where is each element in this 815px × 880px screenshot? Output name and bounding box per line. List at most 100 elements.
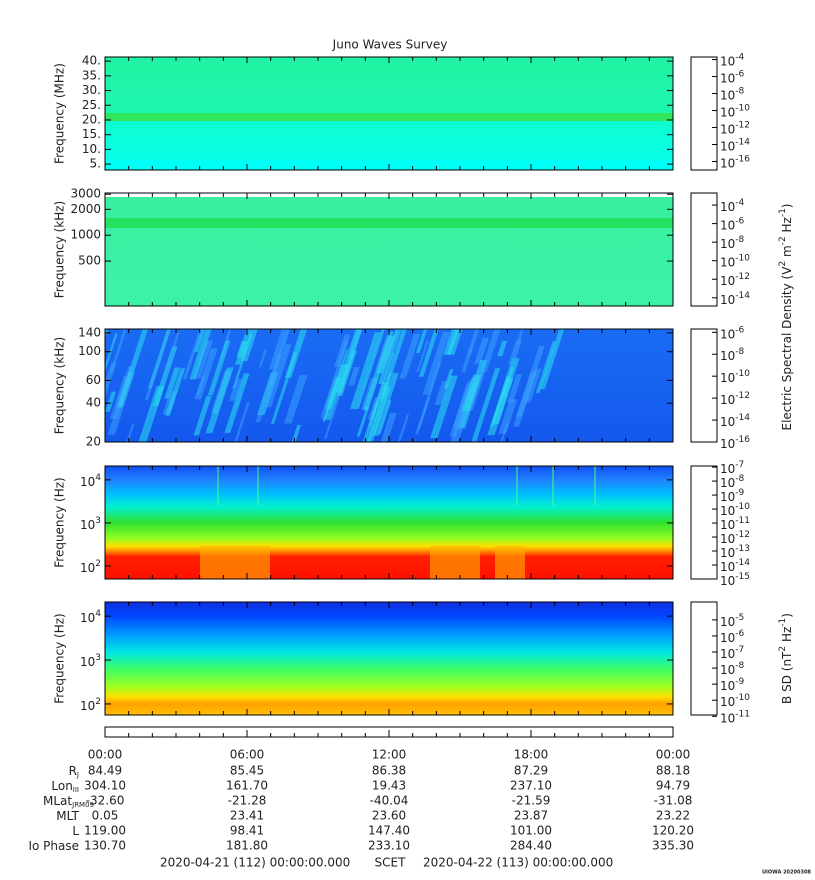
colorbar-tick-label-part: 10 — [720, 139, 735, 153]
time-label: 12:00 — [372, 748, 407, 762]
colorbar-tick-label-part: -8 — [735, 661, 744, 671]
texture-streak — [397, 414, 410, 442]
texture-streak — [515, 346, 545, 418]
colorbar-tick-label-part: 10 — [720, 274, 735, 288]
colorbar-label-part: B SD (nT — [780, 651, 794, 704]
texture-streak — [70, 346, 102, 431]
colorbar-tick-label-part: -6 — [735, 628, 744, 638]
y-tick-label: 104 — [80, 472, 101, 488]
colorbar-label-part: -1 — [778, 208, 788, 217]
colorbar-tick-label-part: 10 — [720, 504, 735, 518]
colorbar-tick-label: 10-6 — [720, 628, 745, 644]
colorbar-tick-label-part: -6 — [735, 69, 744, 79]
colorbar-tick-label: 10-14 — [720, 137, 750, 153]
colorbar-label-part: Hz — [780, 627, 794, 646]
colorbar-tick-label-part: -16 — [735, 435, 750, 445]
colorbar-tick-label: 10-7 — [720, 460, 744, 476]
colorbar-frame — [690, 601, 718, 716]
colorbar — [690, 465, 718, 580]
colorbar-tick-label: 10-6 — [720, 216, 745, 232]
ephemeris-value: 101.00 — [510, 824, 552, 838]
texture-streak — [399, 333, 421, 379]
ephemeris-label: L — [72, 824, 79, 838]
ephemeris-value: 84.49 — [88, 764, 122, 778]
texture-streak — [539, 329, 572, 390]
colorbar-tick-label: 10-10 — [720, 103, 750, 119]
texture-streak — [418, 329, 449, 377]
figure-title: Juno Waves Survey — [332, 38, 448, 52]
colorbar-tick-label-part: 10 — [720, 462, 735, 476]
texture-streak — [361, 382, 389, 442]
y-axis-label: Frequency (MHz) — [53, 63, 67, 164]
texture-band — [430, 546, 480, 579]
ephemeris-label-part: JRM09 — [71, 801, 94, 809]
colorbar-tick-label-part: 10 — [720, 393, 735, 407]
colorbar-tick-label-part: -4 — [735, 52, 744, 62]
colorbar-tick-label: 10-16 — [720, 154, 750, 170]
ephemeris-value: 119.00 — [84, 824, 126, 838]
time-label: 00:00 — [656, 748, 691, 762]
colorbar-tick-label-part: -6 — [735, 325, 744, 335]
texture-streak — [355, 329, 385, 410]
colorbar-tick-label-part: 10 — [720, 663, 735, 677]
texture-streak — [372, 372, 399, 436]
texture-streak — [461, 374, 482, 412]
y-tick-label-part: 4 — [95, 472, 101, 482]
texture-streak — [268, 329, 298, 370]
y-tick-label: 3000 — [70, 187, 101, 201]
texture-streak — [283, 374, 308, 424]
y-tick-label-part: 3 — [95, 515, 101, 525]
colorbar-tick-label: 10-6 — [720, 69, 745, 85]
colorbar-tick-label-part: -14 — [735, 413, 750, 423]
y-tick-label: 500 — [78, 254, 101, 268]
texture-streak — [497, 340, 508, 357]
texture-streak — [265, 344, 292, 408]
colorbar-label-part: 2 — [778, 261, 788, 267]
texture — [0, 329, 572, 442]
colorbar-tick-label-part: -12 — [735, 530, 750, 540]
ephemeris-value: -31.08 — [654, 794, 693, 808]
stamp: UIOWA 20200308 — [762, 870, 811, 876]
colorbar-tick-label: 10-12 — [720, 530, 750, 546]
colorbar-tick-label-part: -12 — [735, 272, 750, 282]
y-tick-label-part: 3 — [95, 653, 101, 663]
texture-streak — [492, 378, 514, 425]
texture-streak — [376, 335, 395, 374]
y-tick-label-part: 2 — [95, 559, 101, 569]
colorbar — [690, 328, 718, 443]
ephemeris-value: -40.04 — [370, 794, 409, 808]
texture-streak — [380, 412, 397, 442]
colorbar-tick-label-part: -10 — [735, 103, 750, 113]
ephemeris-value: 335.30 — [652, 839, 694, 853]
texture-streak — [193, 395, 212, 436]
texture-streak — [0, 345, 13, 404]
y-tick-label: 35. — [82, 68, 101, 82]
colorbar-tick-label-part: 10 — [720, 695, 735, 709]
y-tick-label: 1000 — [70, 228, 101, 242]
ephemeris-value: 98.41 — [230, 824, 264, 838]
y-tick-label: 104 — [80, 609, 101, 625]
y-tick-label-part: 4 — [95, 609, 101, 619]
colorbar-tick-label: 10-16 — [720, 435, 750, 451]
texture-streak — [471, 368, 501, 442]
y-tick-label: 15. — [82, 127, 101, 141]
colorbar-tick-label: 10-6 — [720, 325, 745, 341]
y-tick-label-part: 10 — [80, 611, 95, 625]
colorbar-tick-label-part: 10 — [720, 71, 735, 85]
y-tick-label: 102 — [80, 559, 101, 575]
ephemeris-value: 23.41 — [230, 809, 264, 823]
colorbar-label-part: Electric Spectral Density (V — [780, 266, 794, 431]
colorbar-tick-label-part: 10 — [720, 679, 735, 693]
colorbar-tick-label-part: -8 — [735, 347, 744, 357]
colorbar-tick-label-part: -12 — [735, 120, 750, 130]
colorbar-tick-label-part: -15 — [735, 572, 750, 582]
colorbar-tick-label-part: 10 — [720, 371, 735, 385]
texture-streak — [379, 329, 409, 400]
texture-streak — [422, 331, 451, 395]
y-tick-label-part: 10 — [80, 561, 95, 575]
colorbar-tick-label-part: -14 — [735, 290, 750, 300]
time-label: 06:00 — [230, 748, 265, 762]
y-tick-label-part: 10 — [80, 474, 95, 488]
colorbar-tick-label: 10-8 — [720, 347, 745, 363]
texture-streak — [117, 329, 149, 408]
